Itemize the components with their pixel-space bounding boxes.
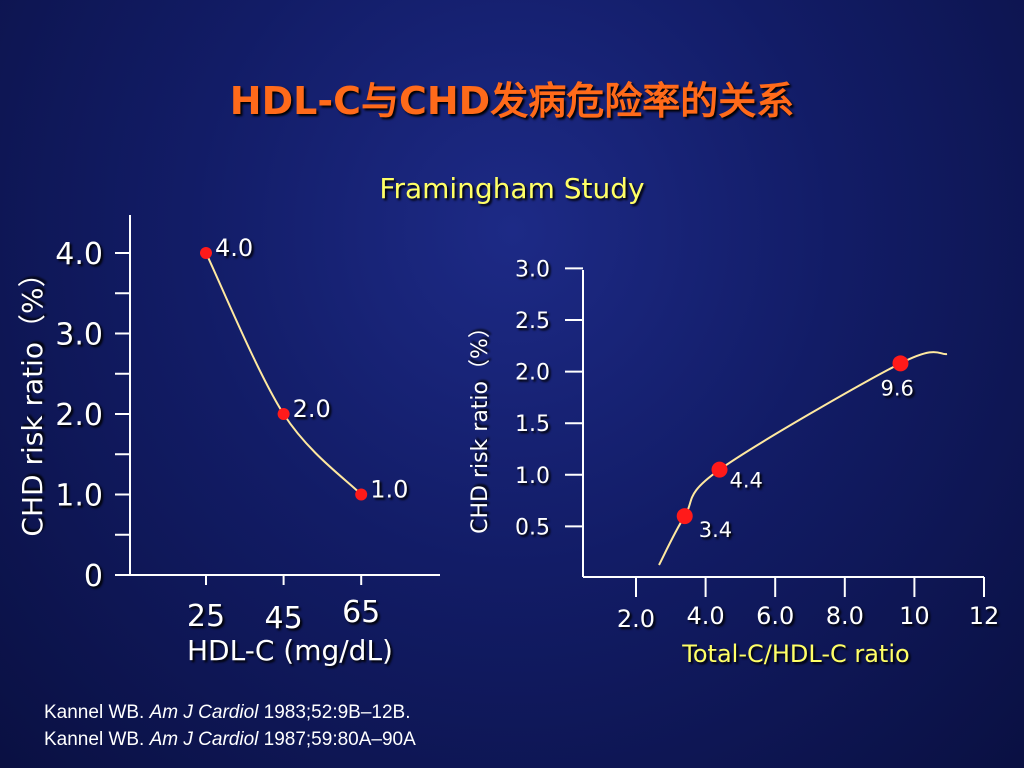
data-point [676,508,693,525]
data-point [892,355,909,372]
data-label: 4.0 [215,234,253,262]
data-point [711,461,728,478]
reference-1-citation: 1983;52:9B–12B. [258,702,411,723]
x-tick-label: 12 [969,602,1000,630]
x-axis-label: Total-C/HDL-C ratio [681,640,909,668]
reference-2-citation: 1987;59:80A–90A [258,729,416,750]
series-curve [205,252,362,496]
x-tick-label: 25 [187,599,225,634]
data-label: 9.6 [880,376,913,400]
x-axis-label: HDL-C (mg/dL) [187,634,393,667]
chart-right: 0.5 1.0 1.5 2.0 2.5 3.0 2.0 4.0 6.0 8.0 10 12 Total-… [468,257,999,668]
y-tick-label: 3.0 [55,318,103,353]
y-tick-label: 2.0 [55,398,103,433]
reference-2-journal: Am J Cardiol [149,729,259,750]
data-point [277,408,290,420]
y-tick-label: 0 [84,559,103,594]
chart-left: 0 1.0 2.0 3.0 4.0 25 45 65 HDL-C (mg/dL) CHD risk… [16,215,440,667]
x-tick-label: 8.0 [826,602,864,630]
y-tick-label: 3.0 [515,257,550,282]
y-axis-label: CHD risk ratio（%） [16,259,49,536]
data-label: 2.0 [293,395,331,423]
reference-1-journal: Am J Cardiol [149,702,259,723]
data-label: 4.4 [730,469,763,493]
reference-1-author: Kannel WB. [44,702,150,723]
y-tick-label: 1.0 [515,464,550,489]
reference-1: Kannel WB. Am J Cardiol 1983;52:9B–12B. [44,702,411,724]
y-axis-label: CHD risk ratio（%） [468,316,493,534]
reference-2-author: Kannel WB. [44,729,150,750]
slide-title: HDL-C与CHD发病危险率的关系 [229,79,795,123]
reference-2: Kannel WB. Am J Cardiol 1987;59:80A–90A [44,729,416,751]
y-tick-label: 1.0 [55,479,103,514]
x-tick-label: 2.0 [617,605,655,633]
y-tick-label: 2.5 [515,309,550,334]
data-point [355,488,368,501]
chart-subtitle: Framingham Study [379,172,645,205]
y-tick-label: 4.0 [55,237,103,272]
data-label: 3.4 [699,518,732,542]
x-tick-label: 65 [342,595,380,630]
x-tick-label: 4.0 [687,602,725,630]
x-tick-label: 6.0 [756,602,794,630]
x-tick-label: 10 [899,602,930,630]
y-tick-label: 0.5 [515,515,550,540]
y-tick-label: 1.5 [515,412,550,437]
data-label: 1.0 [370,476,408,504]
x-tick-label: 45 [265,601,303,636]
y-tick-label: 2.0 [515,361,550,386]
data-point [200,247,212,259]
